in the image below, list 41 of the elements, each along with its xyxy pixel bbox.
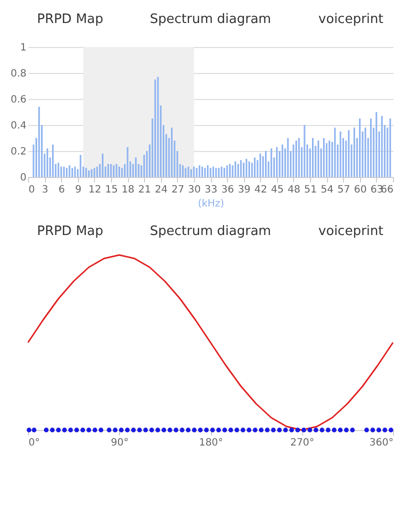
x-tick-label: 42 — [254, 184, 268, 196]
text: PRPD Map — [36, 224, 104, 239]
x-tick-label: 48 — [288, 184, 300, 196]
x-tick-label: 30 — [188, 184, 201, 196]
x-tick-label: 60 — [354, 184, 367, 196]
y-tick-label: 1 — [20, 42, 26, 54]
x-tick-label: 54 — [320, 184, 334, 196]
y-tick-label: 0.6 — [10, 94, 26, 106]
x-tick-label: 6 — [58, 184, 65, 196]
x-tick-label: 63 — [370, 184, 384, 196]
y-tick-label: 0 — [20, 172, 26, 184]
x-tick-label: 51 — [304, 184, 317, 196]
x-tick-label: 3 — [42, 184, 48, 196]
x-tick-label: 360° — [369, 438, 394, 448]
x-tick-label: 90° — [110, 438, 129, 448]
y-tick-label: 0.4 — [10, 120, 26, 132]
text: PRPD Map — [36, 12, 104, 27]
x-tick-label: 0° — [28, 438, 40, 448]
y-tick-label: 0.8 — [10, 68, 26, 80]
x-tick-label: 180° — [198, 438, 224, 448]
x-tick-label: 39 — [238, 184, 251, 196]
x-tick-label: 270° — [290, 438, 314, 448]
x-tick-label: 33 — [204, 184, 218, 196]
text: Spectrum diagram — [150, 12, 272, 27]
x-tick-label: 24 — [154, 184, 168, 196]
x-tick-label: 45 — [270, 184, 284, 196]
x-tick-label: 36 — [221, 184, 234, 196]
y-tick-label: 0.2 — [10, 146, 26, 158]
x-tick-label: 21 — [138, 184, 152, 196]
x-tick-label: 9 — [75, 184, 82, 196]
x-tick-label: 27 — [171, 184, 184, 196]
x-tick-label: 57 — [337, 184, 350, 196]
x-tick-label: 12 — [88, 184, 102, 196]
x-tick-label: 0 — [28, 184, 35, 196]
x-tick-label: 66 — [380, 184, 394, 196]
text: voiceprint — [318, 12, 384, 27]
x-tick-label: 18 — [122, 184, 134, 196]
x-axis-title: (kHz) — [198, 198, 224, 210]
text: voiceprint — [318, 224, 384, 239]
text: Spectrum diagram — [150, 224, 272, 239]
x-tick-label: 15 — [105, 184, 118, 196]
